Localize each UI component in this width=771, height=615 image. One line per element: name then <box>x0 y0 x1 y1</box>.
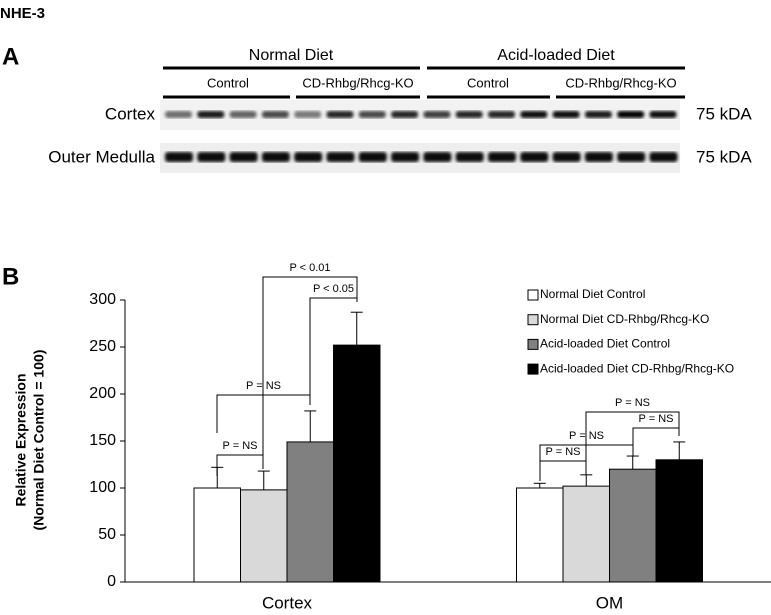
band <box>261 152 290 162</box>
bar <box>286 441 334 583</box>
y-tick-label: 0 <box>107 573 116 590</box>
subgroup-label: CD-Rhbg/Rhcg-KO <box>565 75 676 90</box>
row-label: Outer Medulla <box>48 147 155 166</box>
x-tick-label: Cortex <box>262 593 313 612</box>
significance-bracket <box>262 276 358 462</box>
y-tick-label: 150 <box>89 432 116 449</box>
band <box>617 111 645 118</box>
band <box>649 152 678 162</box>
legend-label: Acid-loaded Diet CD-Rhbg/Rhcg-KO <box>540 361 734 375</box>
bar <box>333 344 381 583</box>
significance-label: P = NS <box>615 397 650 409</box>
significance-label: P < 0.01 <box>289 262 330 274</box>
bar <box>562 485 610 583</box>
legend-label: Normal Diet Control <box>540 287 645 301</box>
band <box>617 152 646 162</box>
band <box>294 152 323 162</box>
band <box>520 111 548 118</box>
significance-bracket <box>309 297 358 398</box>
band <box>423 111 451 118</box>
band <box>552 111 580 118</box>
band <box>584 111 612 118</box>
legend-swatch <box>527 314 539 326</box>
significance-label: P = NS <box>546 446 581 458</box>
group-label: Acid-loaded Diet <box>497 47 615 64</box>
band <box>326 152 355 162</box>
band <box>423 152 452 162</box>
significance-bracket <box>585 411 680 470</box>
bar <box>240 489 288 583</box>
y-tick-label: 200 <box>89 385 116 402</box>
bar <box>655 459 703 583</box>
band <box>584 152 613 162</box>
x-tick-label: OM <box>596 593 623 612</box>
significance-bracket <box>539 460 587 481</box>
band <box>229 152 258 162</box>
band <box>488 111 515 118</box>
band <box>455 111 483 118</box>
size-label: 75 kDA <box>696 104 752 123</box>
band <box>391 152 420 162</box>
y-tick-label: 100 <box>89 479 116 496</box>
y-axis-label: (Normal Diet Control = 100) <box>31 350 47 531</box>
band <box>455 152 484 162</box>
legend-swatch <box>527 289 539 301</box>
bar <box>609 468 657 583</box>
legend-label: Normal Diet CD-Rhbg/Rhcg-KO <box>540 312 709 326</box>
panel-label: A <box>2 43 19 70</box>
band <box>391 111 419 118</box>
band <box>358 111 386 118</box>
legend-label: Acid-loaded Diet Control <box>540 337 670 351</box>
band <box>488 152 516 162</box>
y-tick-label: 250 <box>89 338 116 355</box>
bar <box>516 487 564 583</box>
band <box>520 152 549 162</box>
band <box>326 111 354 118</box>
band <box>197 152 226 162</box>
band <box>552 152 581 162</box>
size-label: 75 kDA <box>696 147 752 166</box>
significance-label: P = NS <box>223 440 258 452</box>
significance-label: P = NS <box>639 413 674 425</box>
subgroup-label: Control <box>467 75 509 90</box>
band <box>165 152 193 162</box>
row-label: Cortex <box>105 104 156 123</box>
significance-bracket <box>632 427 680 450</box>
subgroup-label: CD-Rhbg/Rhcg-KO <box>302 75 413 90</box>
y-axis-label: Relative Expression <box>13 373 29 506</box>
y-tick-label: 50 <box>98 526 116 543</box>
group-label: Normal Diet <box>249 47 334 64</box>
y-tick-label: 300 <box>89 291 116 308</box>
figure-title: NHE-3 <box>0 5 45 22</box>
subgroup-label: Control <box>207 75 249 90</box>
band <box>649 111 677 118</box>
band <box>294 111 322 118</box>
band <box>165 111 192 118</box>
bar <box>193 487 241 583</box>
band <box>261 111 289 118</box>
legend-swatch <box>527 363 539 375</box>
significance-label: P < 0.05 <box>313 283 354 295</box>
significance-bracket <box>216 454 264 476</box>
panel-label: B <box>2 263 19 290</box>
band <box>358 152 387 162</box>
band <box>229 111 257 118</box>
legend-swatch <box>527 338 539 350</box>
blot: Normal Diet Acid-loaded Diet Control CD-… <box>48 47 752 173</box>
band <box>197 111 225 118</box>
